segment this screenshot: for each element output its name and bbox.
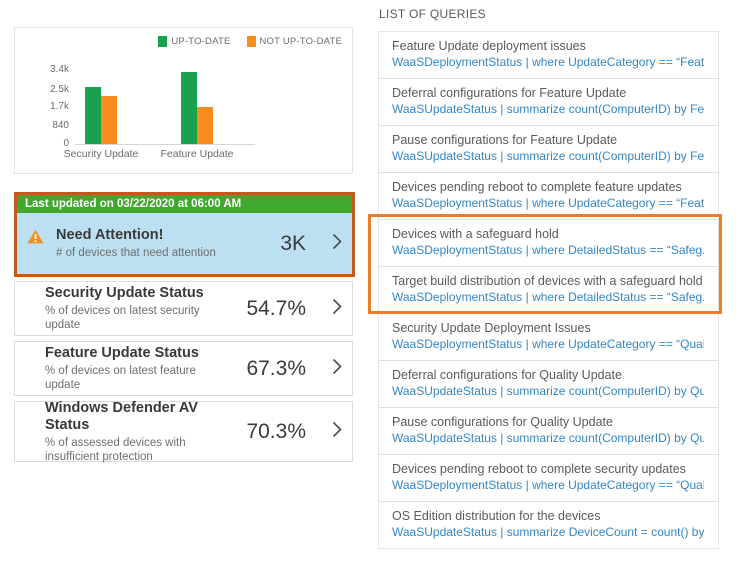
- chevron-right-icon: [306, 421, 342, 443]
- query-link[interactable]: WaaSUpdateStatus | summarize count(Compu…: [392, 430, 704, 445]
- bar: [85, 87, 101, 144]
- query-title: OS Edition distribution for the devices: [392, 509, 601, 523]
- y-tick-label: 1.7k: [50, 101, 69, 112]
- x-axis-label: Feature Update: [160, 148, 234, 160]
- update-status-chart-card: UP-TO-DATE NOT UP-TO-DATE 0 840 1.7k 2.5k 3.4…: [14, 27, 353, 174]
- query-title: Devices with a safeguard hold: [392, 227, 559, 241]
- legend-item: UP-TO-DATE: [158, 36, 230, 47]
- y-tick-label: 2.5k: [50, 83, 69, 95]
- need-attention-value: 3K: [280, 231, 306, 255]
- y-tick-label: 0: [63, 138, 69, 149]
- bar-group: [181, 72, 213, 144]
- chart-plot: [75, 70, 255, 145]
- query-list-item[interactable]: Devices pending reboot to complete featu…: [379, 173, 718, 220]
- legend-swatch-icon: [246, 36, 256, 47]
- security-update-status-tile[interactable]: Security Update Status % of devices on l…: [14, 281, 353, 336]
- warning-icon: [27, 229, 44, 249]
- need-attention-subtitle: # of devices that need attention: [56, 247, 216, 259]
- chevron-right-icon: [306, 233, 342, 255]
- query-link[interactable]: WaaSUpdateStatus | summarize count(Compu…: [392, 383, 704, 398]
- bar: [181, 72, 197, 144]
- y-tick-label: 840: [52, 119, 69, 131]
- need-attention-tile[interactable]: Need Attention! # of devices that need a…: [17, 213, 352, 274]
- bar-chart: 0 840 1.7k 2.5k 3.4k Security Update Feature …: [35, 65, 335, 170]
- legend-item: NOT UP-TO-DATE: [246, 36, 343, 47]
- query-link[interactable]: WaaSDeploymentStatus | where DetailedSta…: [392, 289, 704, 304]
- query-title: Pause configurations for Feature Update: [392, 133, 618, 147]
- chart-y-axis: 0 840 1.7k 2.5k 3.4k: [35, 65, 69, 149]
- query-title: Devices pending reboot to complete featu…: [392, 180, 682, 194]
- query-list-item[interactable]: Target build distribution of devices wit…: [379, 267, 718, 314]
- query-link[interactable]: WaaSDeploymentStatus | where UpdateCateg…: [392, 477, 704, 492]
- need-attention-title: Need Attention!: [56, 227, 164, 243]
- query-link[interactable]: WaaSUpdateStatus | summarize DeviceCount…: [392, 524, 704, 539]
- tile-subtitle: % of devices on latest feature update: [45, 365, 196, 391]
- query-list-item[interactable]: Deferral configurations for Quality Upda…: [379, 361, 718, 408]
- tile-title: Feature Update Status: [45, 345, 199, 361]
- x-axis-label: Security Update: [63, 148, 139, 160]
- query-list-item[interactable]: Pause configurations for Quality Update …: [379, 408, 718, 455]
- query-list: Feature Update deployment issues WaaSDep…: [378, 31, 719, 549]
- query-list-item[interactable]: Devices pending reboot to complete secur…: [379, 455, 718, 502]
- query-list-item[interactable]: Devices with a safeguard hold WaaSDeploy…: [379, 220, 718, 267]
- tile-value: 70.3%: [246, 419, 306, 443]
- chevron-right-icon: [306, 298, 342, 320]
- query-link[interactable]: WaaSDeploymentStatus | where UpdateCateg…: [392, 195, 704, 210]
- query-link[interactable]: WaaSDeploymentStatus | where UpdateCateg…: [392, 336, 704, 351]
- query-title: Deferral configurations for Quality Upda…: [392, 368, 622, 382]
- query-title: Target build distribution of devices wit…: [392, 274, 703, 288]
- query-list-item[interactable]: OS Edition distribution for the devices …: [379, 502, 718, 548]
- query-title: Pause configurations for Quality Update: [392, 415, 613, 429]
- query-title: Devices pending reboot to complete secur…: [392, 462, 686, 476]
- tile-subtitle: % of devices on latest security update: [45, 305, 200, 331]
- last-updated-banner: Last updated on 03/22/2020 at 06:00 AM: [17, 195, 352, 213]
- query-title: Feature Update deployment issues: [392, 39, 586, 53]
- query-link[interactable]: WaaSUpdateStatus | summarize count(Compu…: [392, 101, 704, 116]
- query-link[interactable]: WaaSUpdateStatus | summarize count(Compu…: [392, 148, 704, 163]
- tile-value: 54.7%: [246, 296, 306, 320]
- query-list-item[interactable]: Pause configurations for Feature Update …: [379, 126, 718, 173]
- query-title: Deferral configurations for Feature Upda…: [392, 86, 627, 100]
- chevron-right-icon: [306, 358, 342, 380]
- y-tick-label: 3.4k: [50, 64, 69, 75]
- highlight-annotation-attention: Last updated on 03/22/2020 at 06:00 AM N…: [14, 192, 355, 277]
- bar: [101, 96, 117, 144]
- legend-swatch-icon: [158, 36, 168, 47]
- query-link[interactable]: WaaSDeploymentStatus | where DetailedSta…: [392, 242, 704, 257]
- list-of-queries-header: LIST OF QUERIES: [379, 7, 486, 21]
- legend-label: NOT UP-TO-DATE: [259, 36, 342, 47]
- chart-x-axis: Security Update Feature Update: [64, 148, 275, 162]
- feature-update-status-tile[interactable]: Feature Update Status % of devices on la…: [14, 341, 353, 396]
- query-list-item[interactable]: Security Update Deployment Issues WaaSDe…: [379, 314, 718, 361]
- chart-legend: UP-TO-DATE NOT UP-TO-DATE: [158, 36, 342, 47]
- tile-title: Security Update Status: [45, 285, 204, 301]
- query-list-item[interactable]: Deferral configurations for Feature Upda…: [379, 79, 718, 126]
- bar-group: [85, 87, 117, 144]
- query-link[interactable]: WaaSDeploymentStatus | where UpdateCateg…: [392, 54, 704, 69]
- tile-subtitle: % of assessed devices with insufficient …: [45, 436, 186, 463]
- tile-value: 67.3%: [246, 356, 306, 380]
- legend-label: UP-TO-DATE: [171, 36, 231, 47]
- bar: [197, 107, 213, 144]
- query-title: Security Update Deployment Issues: [392, 321, 591, 335]
- windows-defender-av-status-tile[interactable]: Windows Defender AV Status % of assessed…: [14, 399, 353, 463]
- query-list-item[interactable]: Feature Update deployment issues WaaSDep…: [379, 32, 718, 79]
- tile-title: Windows Defender AV Status: [45, 399, 198, 433]
